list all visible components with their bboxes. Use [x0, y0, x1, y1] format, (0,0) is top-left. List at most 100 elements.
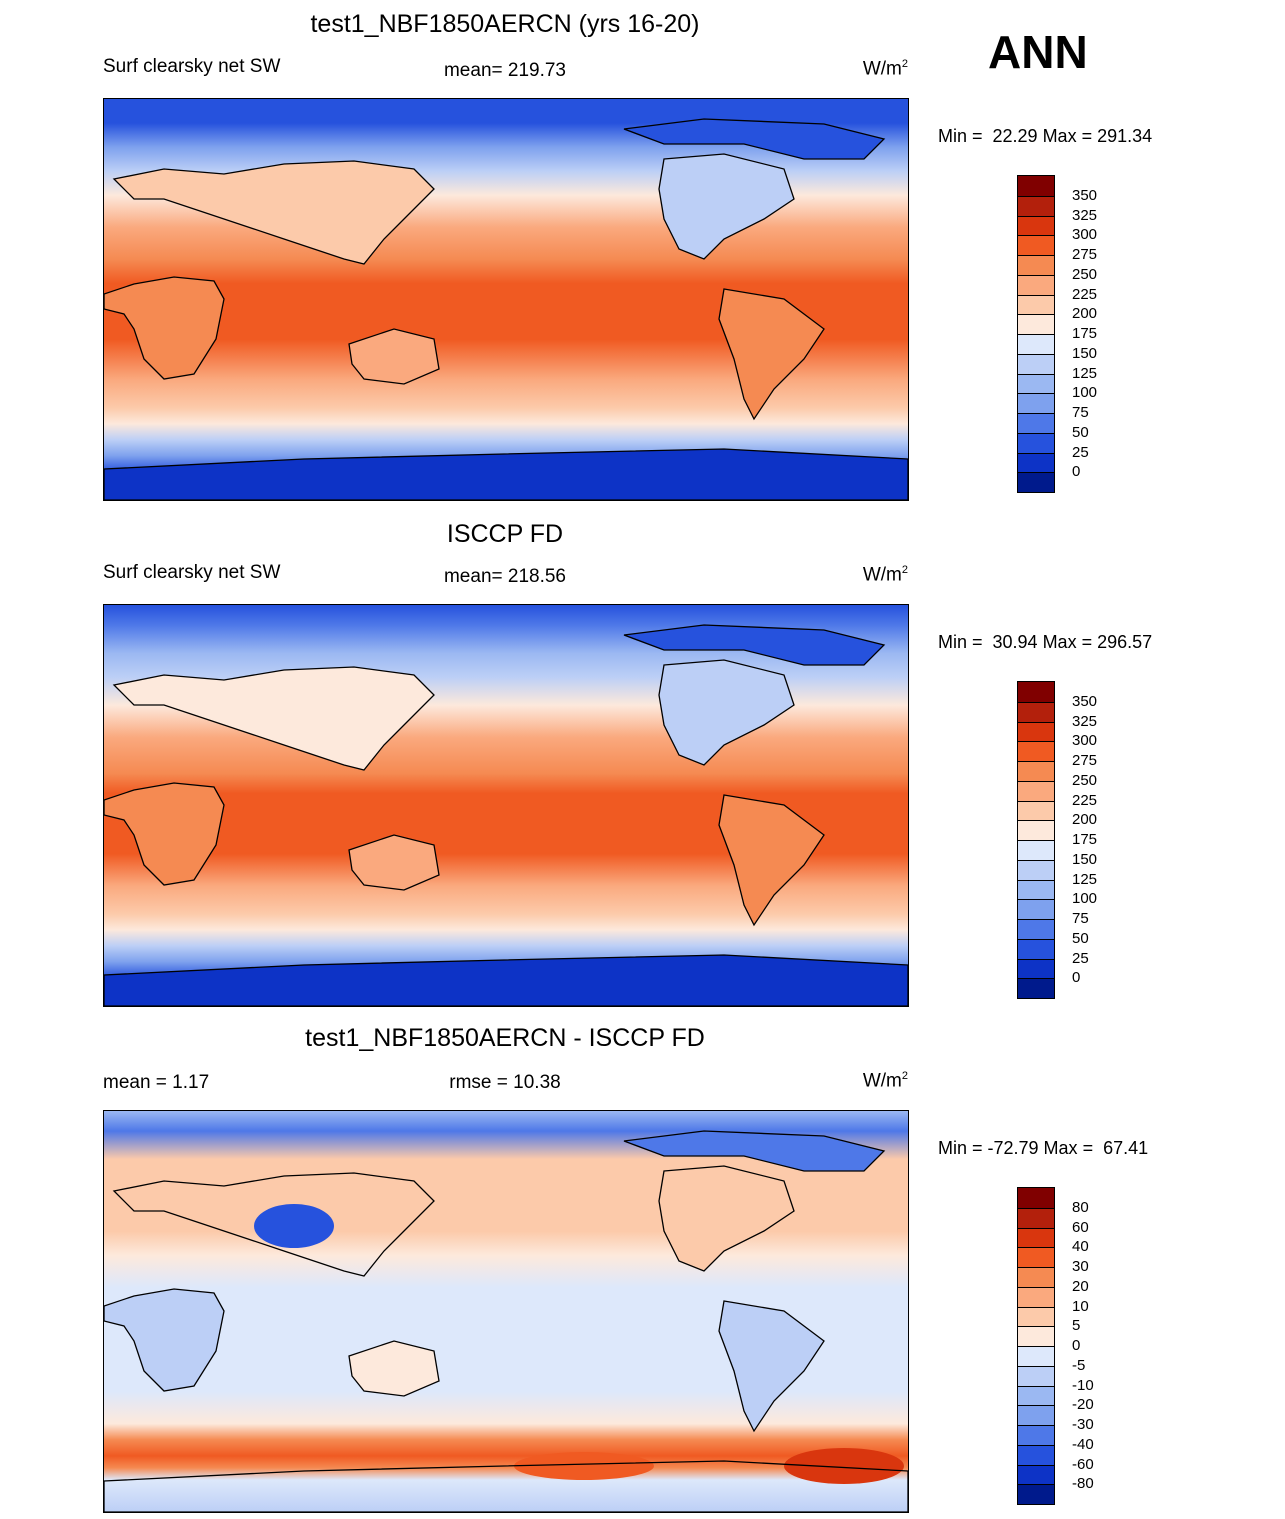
colorbar-segment [1018, 800, 1054, 821]
panel3-colorbar [1017, 1187, 1055, 1505]
colorbar-segment [1018, 452, 1054, 473]
colorbar-tick-label: 125 [1072, 364, 1098, 382]
colorbar-segment [1018, 413, 1054, 433]
panel3-minmax: Min = -72.79 Max = 67.41 [938, 1138, 1149, 1158]
colorbar-tick-label: 100 [1072, 384, 1098, 402]
panel2-map [103, 604, 909, 1007]
colorbar-tick-label: 25 [1072, 443, 1089, 461]
colorbar-segment [1018, 393, 1054, 413]
colorbar-tick-label: -10 [1072, 1376, 1094, 1394]
panel1-variable: Surf clearsky net SW [103, 56, 281, 77]
panel1-field [104, 99, 908, 500]
colorbar-tick-label: 10 [1072, 1297, 1089, 1315]
colorbar-segment [1018, 235, 1054, 255]
colorbar-tick-label: -80 [1072, 1475, 1094, 1493]
colorbar-tick-label: 325 [1072, 206, 1098, 224]
colorbar-tick-label: 275 [1072, 752, 1098, 769]
colorbar-segment [1018, 1267, 1054, 1287]
colorbar-segment [1018, 938, 1054, 959]
colorbar-tick-label: 40 [1072, 1238, 1089, 1256]
colorbar-segment [1018, 334, 1054, 354]
panel2-minmax: Min = 30.94 Max = 296.57 [938, 632, 1153, 652]
colorbar-segment [1018, 1207, 1054, 1228]
colorbar-segment [1018, 195, 1054, 216]
colorbar-tick-label: 250 [1072, 265, 1098, 283]
panel2-title: ISCCP FD [446, 520, 564, 548]
colorbar-tick-label: 50 [1072, 423, 1089, 441]
panel3-southern-ocean-anomaly-2 [514, 1452, 654, 1480]
colorbar-tick-label: -20 [1072, 1396, 1094, 1414]
panel3-tibet-anomaly [254, 1204, 334, 1248]
colorbar-segment [1018, 978, 1054, 998]
colorbar-tick-label: 350 [1072, 186, 1098, 204]
colorbar-segment [1018, 879, 1054, 900]
colorbar-segment [1018, 176, 1054, 196]
colorbar-segment [1018, 1306, 1054, 1327]
colorbar-tick-label: 30 [1072, 1258, 1089, 1275]
colorbar-segment [1018, 1286, 1054, 1307]
panel3-mean: mean = 1.17 [103, 1072, 210, 1093]
colorbar-segment [1018, 1247, 1054, 1267]
colorbar-segment [1018, 1385, 1054, 1406]
panel1-title: test1_NBF1850AERCN (yrs 16-20) [310, 10, 700, 38]
panel3-rmse: rmse = 10.38 [449, 1072, 561, 1093]
colorbar-tick-label: 0 [1072, 969, 1081, 987]
colorbar-tick-label: 25 [1072, 949, 1089, 967]
colorbar-tick-label: 325 [1072, 712, 1098, 730]
colorbar-tick-label: 75 [1072, 910, 1089, 927]
colorbar-tick-label: 175 [1072, 325, 1098, 342]
panel3-field [104, 1111, 908, 1512]
panel3-map [103, 1110, 909, 1513]
colorbar-tick-label: 200 [1072, 811, 1098, 829]
panel1-map [103, 98, 909, 501]
colorbar-segment [1018, 1405, 1054, 1425]
panel2-mean: mean= 218.56 [443, 566, 566, 587]
colorbar-segment [1018, 1188, 1054, 1208]
colorbar-segment [1018, 721, 1054, 742]
colorbar-tick-label: 275 [1072, 246, 1098, 263]
colorbar-segment [1018, 958, 1054, 979]
colorbar-segment [1018, 1425, 1054, 1445]
colorbar-segment [1018, 294, 1054, 315]
colorbar-tick-label: 225 [1072, 791, 1098, 809]
panel1-minmax: Min = 22.29 Max = 291.34 [938, 126, 1153, 146]
colorbar-tick-label: -40 [1072, 1435, 1094, 1453]
colorbar-segment [1018, 780, 1054, 801]
panel2-units: W/m2 [862, 564, 908, 586]
colorbar-segment [1018, 701, 1054, 722]
colorbar-tick-label: 150 [1072, 850, 1098, 868]
colorbar-segment [1018, 373, 1054, 394]
colorbar-segment [1018, 353, 1054, 374]
colorbar-segment [1018, 1464, 1054, 1485]
colorbar-segment [1018, 682, 1054, 702]
colorbar-segment [1018, 314, 1054, 334]
colorbar-segment [1018, 472, 1054, 492]
panel3-title: test1_NBF1850AERCN - ISCCP FD [305, 1024, 705, 1052]
panel3-units: W/m2 [862, 1070, 908, 1092]
colorbar-segment [1018, 820, 1054, 840]
colorbar-tick-label: 225 [1072, 285, 1098, 303]
colorbar-tick-label: 20 [1072, 1277, 1089, 1295]
colorbar-segment [1018, 919, 1054, 939]
colorbar-segment [1018, 432, 1054, 453]
colorbar-tick-label: -60 [1072, 1455, 1094, 1473]
colorbar-tick-label: 50 [1072, 929, 1089, 947]
panel1-mean: mean= 219.73 [443, 60, 566, 81]
colorbar-tick-label: 0 [1072, 463, 1081, 481]
colorbar-segment [1018, 255, 1054, 275]
colorbar-segment [1018, 761, 1054, 781]
colorbar-tick-label: 175 [1072, 831, 1098, 848]
colorbar-tick-label: 60 [1072, 1218, 1089, 1236]
colorbar-tick-label: 250 [1072, 771, 1098, 789]
season-label: ANN [988, 26, 1088, 78]
panel3-southern-ocean-anomaly [784, 1448, 904, 1484]
colorbar-tick-label: 75 [1072, 404, 1089, 421]
colorbar-segment [1018, 1365, 1054, 1386]
colorbar-segment [1018, 274, 1054, 295]
colorbar-tick-label: 200 [1072, 305, 1098, 323]
colorbar-tick-label: -5 [1072, 1356, 1086, 1374]
colorbar-segment [1018, 1444, 1054, 1465]
colorbar-tick-label: 100 [1072, 890, 1098, 908]
panel2-variable: Surf clearsky net SW [103, 562, 281, 583]
colorbar-segment [1018, 1484, 1054, 1504]
